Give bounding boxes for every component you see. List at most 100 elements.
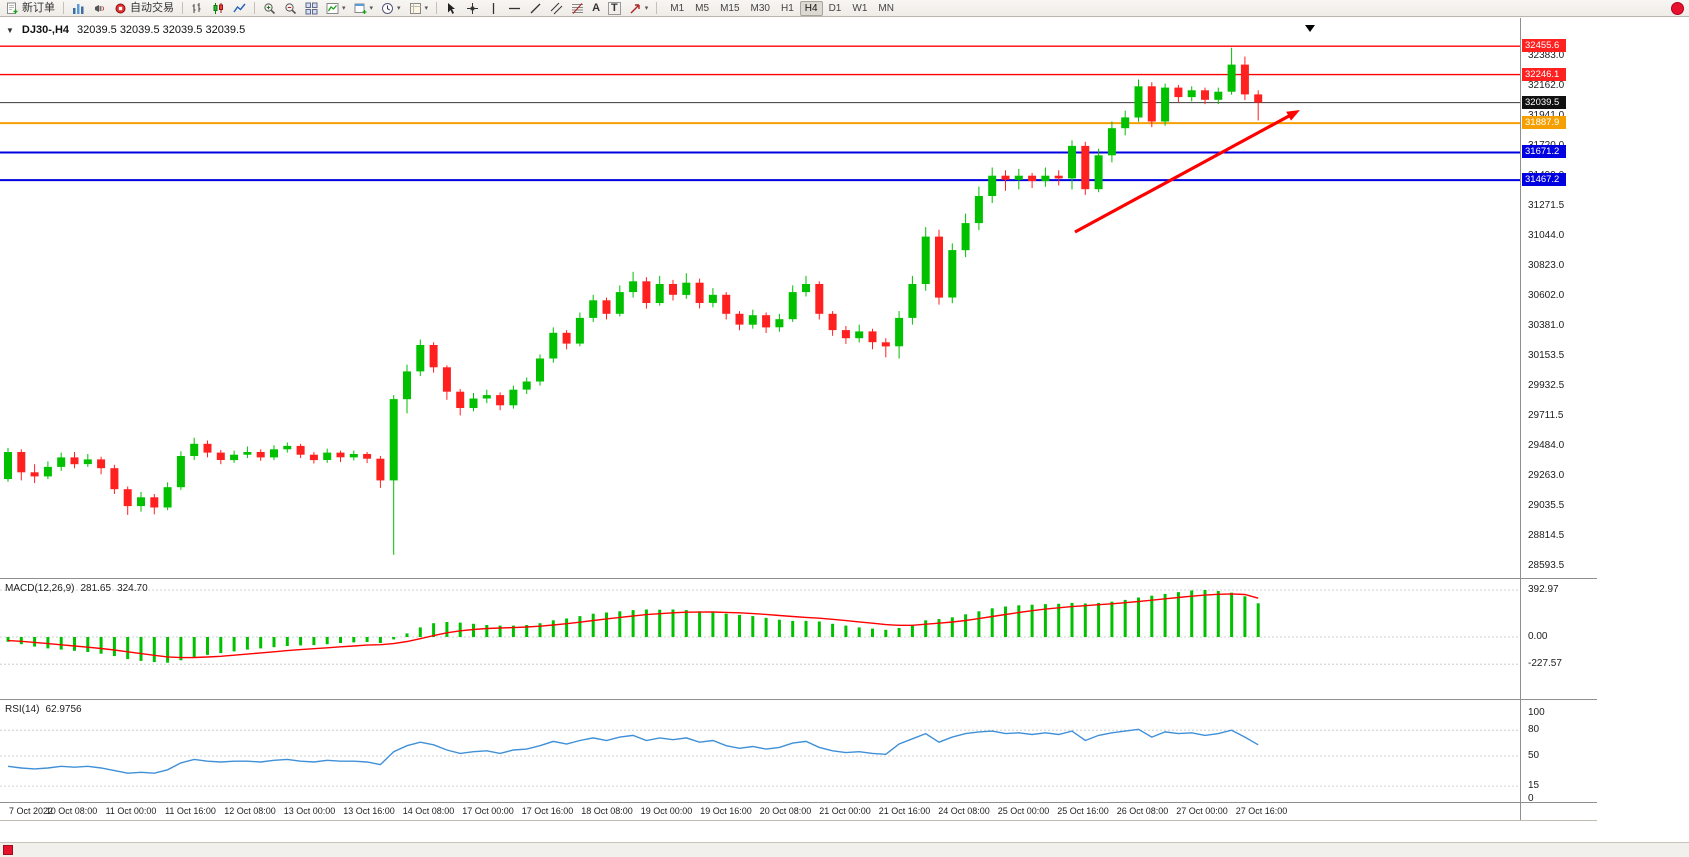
vertical-line-tool-button[interactable] bbox=[483, 1, 504, 16]
time-axis-label: 7 Oct 2022 bbox=[8, 806, 54, 816]
alerts-button[interactable] bbox=[89, 1, 110, 16]
price-axis-label: 31941.0 bbox=[1528, 110, 1564, 122]
time-axis-label: 17 Oct 00:00 bbox=[462, 806, 514, 816]
tile-windows-icon bbox=[305, 2, 318, 14]
time-axis-label: 11 Oct 00:00 bbox=[105, 806, 157, 816]
price-axis-label: 29035.5 bbox=[1528, 500, 1565, 511]
time-axis-label: 17 Oct 16:00 bbox=[521, 806, 574, 816]
time-axis-label: 27 Oct 00:00 bbox=[1176, 806, 1228, 816]
arrows-tool-button[interactable]: ▾ bbox=[625, 1, 653, 16]
channel-tool-button[interactable] bbox=[546, 1, 567, 16]
bottom-red-icon[interactable] bbox=[3, 845, 13, 855]
new-order-button[interactable]: 新订单 bbox=[2, 1, 59, 16]
templates-button[interactable]: ▾ bbox=[405, 1, 433, 16]
one-click-trading-toggle-icon[interactable]: ▼ bbox=[6, 25, 14, 35]
scroll-to-end-marker[interactable] bbox=[1305, 25, 1315, 32]
label-tool-button[interactable]: T bbox=[604, 1, 625, 16]
timeframe-button-d1[interactable]: D1 bbox=[828, 2, 842, 14]
price-axis-label: 30153.5 bbox=[1528, 350, 1565, 361]
toolbar-separator bbox=[254, 2, 255, 14]
toolbar-separator bbox=[182, 2, 183, 14]
line-chart-icon bbox=[233, 3, 246, 12]
time-axis-label: 21 Oct 00:00 bbox=[819, 806, 871, 816]
time-axis-label: 13 Oct 00:00 bbox=[283, 806, 336, 816]
macd-value-signal: 324.70 bbox=[117, 583, 148, 594]
dropdown-icon: ▾ bbox=[397, 4, 401, 12]
rsi-svg[interactable] bbox=[0, 700, 1520, 802]
price-axis-label: 29484.0 bbox=[1528, 440, 1565, 451]
templates-icon bbox=[409, 2, 421, 14]
notification-badge[interactable] bbox=[1671, 1, 1684, 15]
new-order-label: 新订单 bbox=[22, 1, 55, 14]
chart-ohlc-readout: 32039.5 32039.5 32039.5 32039.5 bbox=[77, 24, 246, 36]
charts-window-button[interactable] bbox=[68, 1, 89, 16]
timeframe-button-m30[interactable]: M30 bbox=[750, 2, 770, 14]
autotrading-label: 自动交易 bbox=[130, 1, 174, 14]
timeframe-button-w1[interactable]: W1 bbox=[852, 2, 868, 14]
candlestick-mode-button[interactable] bbox=[208, 1, 229, 16]
periods-button[interactable]: ▾ bbox=[377, 1, 405, 16]
arrow-object-icon bbox=[630, 3, 640, 13]
price-badge: 32455.6 bbox=[1522, 39, 1566, 53]
rsi-scale-label: 0 bbox=[1528, 793, 1534, 804]
price-axis-border bbox=[1520, 18, 1521, 820]
fibonacci-tool-button[interactable] bbox=[567, 1, 588, 16]
main-toolbar: 新订单 自动交易 bbox=[0, 0, 1689, 17]
dropdown-icon: ▾ bbox=[644, 4, 649, 12]
timeframe-button-mn[interactable]: MN bbox=[878, 2, 894, 14]
rsi-value: 62.9756 bbox=[45, 704, 82, 715]
crosshair-tool-button[interactable] bbox=[462, 1, 483, 16]
new-order-icon bbox=[7, 2, 18, 14]
time-axis-label: 21 Oct 16:00 bbox=[878, 806, 931, 816]
chart-symbol-period: DJ30-,H4 bbox=[21, 24, 69, 36]
rsi-scale-label: 50 bbox=[1528, 750, 1540, 761]
cursor-tool-button[interactable] bbox=[441, 1, 462, 16]
time-axis-label: 20 Oct 08:00 bbox=[759, 806, 812, 816]
time-axis-label: 19 Oct 16:00 bbox=[700, 806, 752, 816]
time-axis-label: 14 Oct 08:00 bbox=[402, 806, 455, 816]
time-axis-label: 13 Oct 16:00 bbox=[343, 806, 395, 816]
main-chart-svg[interactable] bbox=[0, 38, 1520, 578]
macd-scale-label: 392.97 bbox=[1528, 584, 1559, 595]
bar-chart-mode-button[interactable] bbox=[187, 1, 208, 16]
horizontal-line-tool-button[interactable] bbox=[504, 1, 525, 16]
panel-divider-main-macd[interactable] bbox=[0, 578, 1597, 579]
timeframe-button-m1[interactable]: M1 bbox=[670, 2, 685, 14]
zoom-out-icon bbox=[285, 2, 297, 14]
line-chart-mode-button[interactable] bbox=[229, 1, 250, 16]
panel-divider-macd-rsi[interactable] bbox=[0, 699, 1597, 700]
text-tool-button[interactable]: A bbox=[588, 1, 604, 16]
macd-scale-label: 0.00 bbox=[1528, 631, 1548, 642]
price-axis[interactable]: 32383.032162.031941.031720.031499.031271… bbox=[1521, 0, 1601, 830]
timeframe-toolbar: M1 M5 M15 M30 H1 H4 D1 W1 MN bbox=[665, 0, 899, 16]
price-badge: 31887.9 bbox=[1522, 116, 1566, 130]
trendline-tool-button[interactable] bbox=[525, 1, 546, 16]
time-axis-label: 25 Oct 16:00 bbox=[1057, 806, 1109, 816]
price-axis-label: 29263.0 bbox=[1528, 470, 1565, 481]
tile-windows-button[interactable] bbox=[301, 1, 322, 16]
chart-window-bottom-border bbox=[0, 820, 1597, 821]
autotrading-button[interactable]: 自动交易 bbox=[110, 1, 178, 16]
rsi-name: RSI(14) bbox=[5, 704, 40, 715]
price-axis-label: 32162.0 bbox=[1528, 80, 1565, 91]
time-axis-label: 24 Oct 08:00 bbox=[938, 806, 990, 816]
timeframe-button-h1[interactable]: H1 bbox=[780, 2, 794, 14]
price-badge: 31467.2 bbox=[1522, 173, 1566, 187]
zoom-in-button[interactable] bbox=[259, 1, 280, 16]
time-axis-label: 18 Oct 08:00 bbox=[581, 806, 633, 816]
toolbar-separator bbox=[436, 2, 438, 14]
time-axis[interactable]: 7 Oct 2022 10 Oct 08:00 11 Oct 00:00 11 Oct… bbox=[0, 804, 1520, 820]
timeframe-button-h4[interactable]: H4 bbox=[799, 0, 823, 16]
price-axis-label: 30823.0 bbox=[1528, 260, 1565, 271]
price-axis-label: 30381.0 bbox=[1528, 320, 1565, 331]
zoom-out-button[interactable] bbox=[280, 1, 301, 16]
price-axis-label: 30602.0 bbox=[1528, 290, 1565, 301]
indicators-list-button[interactable]: ▾ bbox=[322, 1, 350, 16]
dropdown-icon: ▾ bbox=[424, 4, 429, 12]
timeframe-button-m5[interactable]: M5 bbox=[695, 2, 710, 14]
text-tool-icon: A bbox=[592, 1, 601, 14]
macd-svg[interactable] bbox=[0, 579, 1520, 699]
autotrading-status-icon bbox=[115, 3, 126, 13]
timeframe-button-m15[interactable]: M15 bbox=[720, 2, 740, 14]
new-chart-button[interactable]: ▾ bbox=[350, 1, 378, 16]
